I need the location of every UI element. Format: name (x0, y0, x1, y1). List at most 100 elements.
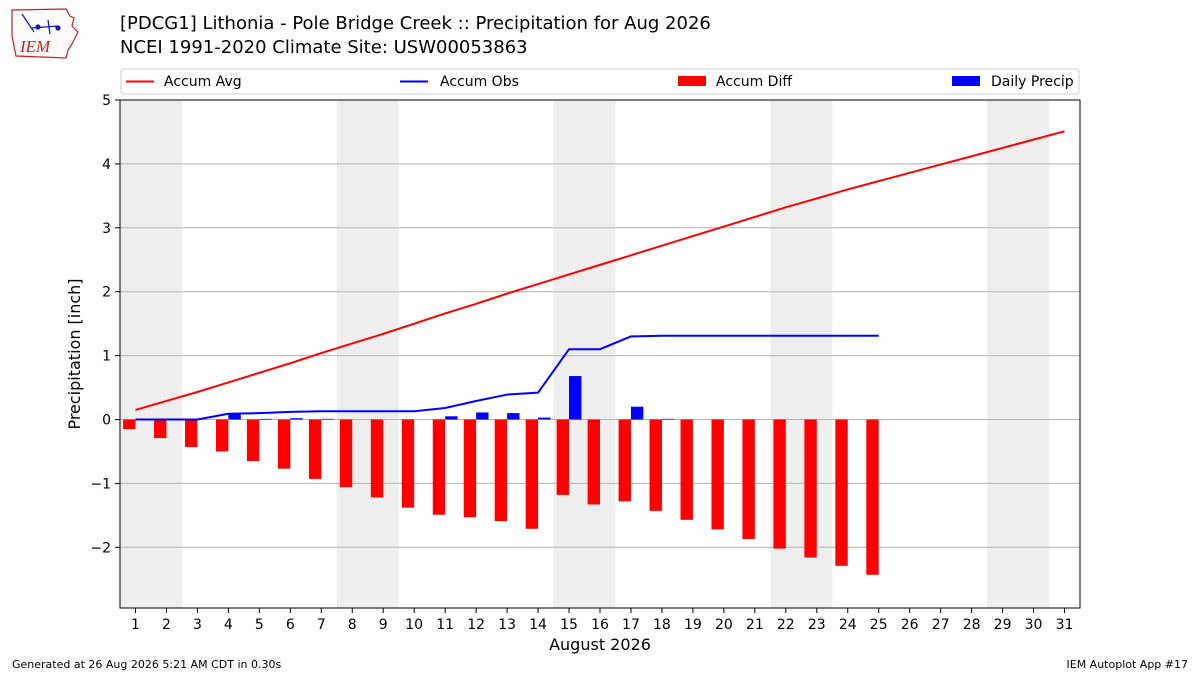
x-tick-label: 26 (901, 617, 919, 633)
accum-diff-bar (432, 419, 446, 515)
accum-diff-bar (154, 419, 167, 439)
y-axis-label: Precipitation [inch] (65, 278, 84, 429)
x-tick-label: 22 (777, 617, 795, 633)
accum-diff-bar (277, 419, 291, 469)
accum-diff-bar (711, 419, 724, 530)
daily-precip-bar (321, 418, 334, 420)
x-tick-label: 19 (684, 617, 702, 633)
x-tick-label: 25 (870, 617, 888, 633)
x-tick-label: 21 (746, 617, 764, 633)
x-tick-label: 14 (529, 617, 547, 633)
x-tick-label: 8 (348, 617, 357, 633)
x-tick-label: 23 (808, 617, 826, 633)
x-tick-label: 9 (379, 617, 388, 633)
x-tick-label: 27 (932, 617, 950, 633)
x-tick-label: 24 (839, 617, 857, 633)
y-tick-label: 3 (102, 221, 111, 237)
legend-label-daily-precip: Daily Precip (991, 74, 1074, 90)
accum-diff-bar (463, 419, 477, 518)
accum-diff-bar (556, 419, 570, 495)
daily-precip-bar (538, 417, 551, 420)
accum-obs-line (135, 334, 879, 421)
weekend-shade (987, 100, 1050, 608)
weather-station-icon (21, 13, 61, 35)
x-tick-label: 31 (1056, 617, 1074, 633)
accum-diff-bar (618, 419, 631, 502)
y-tick-label: 4 (102, 157, 111, 173)
x-tick-label: 7 (317, 617, 326, 633)
accum-diff-bar (401, 419, 415, 508)
accum-diff-bar (742, 419, 755, 539)
accum-diff-bar (123, 419, 136, 430)
accum-diff-bar (339, 419, 353, 488)
x-tick-label: 28 (963, 617, 981, 633)
x-tick-label: 12 (467, 617, 485, 633)
accum-diff-bar (246, 419, 260, 462)
y-tick-label: 2 (102, 285, 111, 301)
accum-diff-bar (680, 419, 693, 520)
daily-precip-bar (259, 418, 272, 420)
legend-swatch-daily-precip (952, 76, 980, 86)
weekend-shade (336, 100, 399, 608)
legend-label-accum-diff: Accum Diff (716, 74, 792, 90)
lines (135, 130, 1065, 421)
daily-precip-bar (661, 418, 675, 420)
bars (123, 376, 879, 575)
accum-diff-bar (525, 419, 539, 529)
x-tick-label: 17 (622, 617, 640, 633)
chart-subtitle: NCEI 1991-2020 Climate Site: USW00053863 (120, 37, 528, 58)
daily-precip-bar (290, 418, 303, 420)
accum-diff-bar (835, 419, 848, 566)
accum-diff-bar (494, 419, 508, 522)
accum-diff-bar (649, 419, 662, 511)
weekend-shade (120, 100, 182, 608)
chart-title: [PDCG1] Lithonia - Pole Bridge Creek :: … (120, 13, 711, 34)
x-axis-label: August 2026 (549, 635, 651, 654)
x-tick-label: 3 (193, 617, 202, 633)
daily-precip-bar (228, 413, 241, 420)
daily-precip-bar (445, 416, 458, 420)
accum-diff-bar (587, 419, 600, 505)
x-tick-label: 2 (162, 617, 171, 633)
y-tick-label: 1 (102, 349, 111, 365)
x-tick-label: 13 (498, 617, 516, 633)
x-tick-label: 5 (255, 617, 264, 633)
x-tick-label: 18 (653, 617, 671, 633)
weekend-shade (553, 100, 616, 608)
legend: Accum Avg Accum Obs Accum Diff Daily Pre… (120, 68, 1080, 95)
x-tick-label: 10 (405, 617, 423, 633)
accum-diff-bar (308, 419, 322, 479)
legend-swatch-accum-diff (678, 76, 706, 86)
x-tick-label: 20 (715, 617, 733, 633)
x-tick-label: 1 (131, 617, 140, 633)
accum-diff-bar (370, 419, 384, 498)
accum-diff-bar (216, 419, 229, 452)
y-tick-label: 5 (102, 93, 111, 109)
logo-text: IEM (19, 37, 51, 56)
x-tick-label: 16 (591, 617, 609, 633)
y-tick-label: 0 (102, 412, 111, 428)
x-tick-label: 6 (286, 617, 295, 633)
x-tick-label: 15 (560, 617, 578, 633)
accum-diff-bar (185, 419, 198, 447)
iem-logo: IEM (11, 8, 79, 59)
daily-precip-bar (507, 413, 520, 420)
y-tick-label: −1 (90, 476, 111, 492)
generated-timestamp: Generated at 26 Aug 2026 5:21 AM CDT in … (12, 658, 282, 671)
daily-precip-bar (569, 376, 582, 420)
accum-diff-bar (866, 419, 879, 575)
legend-label-accum-avg: Accum Avg (164, 74, 242, 90)
x-tick-label: 29 (994, 617, 1012, 633)
daily-precip-bar (630, 406, 644, 420)
legend-label-accum-obs: Accum Obs (440, 74, 519, 90)
x-tick-label: 4 (224, 617, 233, 633)
accum-avg-line (135, 130, 1065, 411)
legend-box (120, 68, 1080, 95)
x-tick-label: 11 (436, 617, 454, 633)
autoplot-app-label: IEM Autoplot App #17 (1066, 658, 1189, 671)
accum-diff-bar (804, 419, 817, 558)
x-tick-label: 30 (1025, 617, 1043, 633)
y-tick-label: −2 (90, 540, 111, 556)
